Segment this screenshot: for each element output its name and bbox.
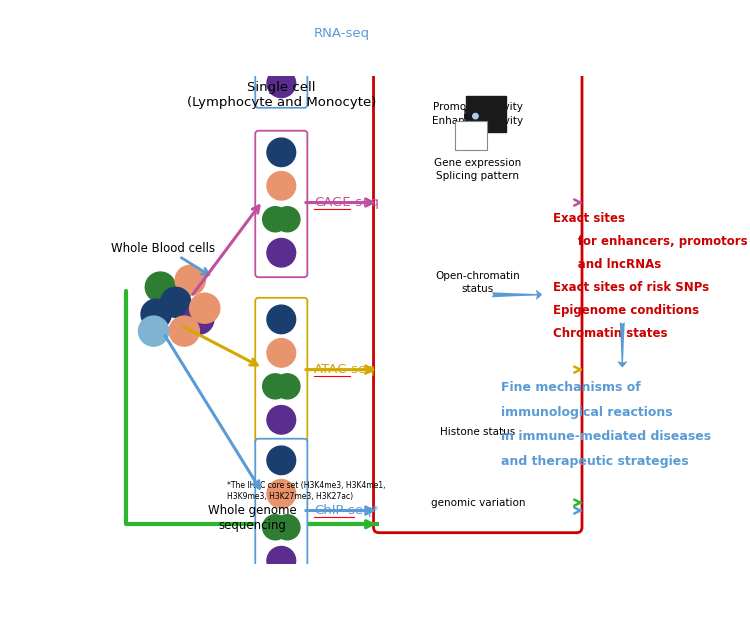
Circle shape [139, 316, 169, 346]
Text: Whole genome
sequencing: Whole genome sequencing [209, 504, 297, 532]
Circle shape [190, 293, 220, 323]
Circle shape [267, 339, 296, 367]
FancyBboxPatch shape [374, 0, 582, 533]
Bar [466, 96, 506, 131]
Bar [454, 120, 487, 150]
Circle shape [274, 207, 300, 232]
Text: for enhancers, promotors: for enhancers, promotors [553, 235, 747, 248]
FancyBboxPatch shape [255, 298, 308, 444]
Circle shape [262, 515, 288, 540]
Text: Exact sites of risk SNPs: Exact sites of risk SNPs [553, 281, 709, 294]
Circle shape [267, 305, 296, 333]
Text: Exact sites: Exact sites [553, 212, 625, 224]
Circle shape [146, 272, 176, 302]
Circle shape [175, 265, 206, 295]
Text: ATAC-seq: ATAC-seq [314, 363, 376, 376]
FancyBboxPatch shape [255, 0, 308, 108]
Circle shape [274, 37, 300, 62]
Text: ChIP-seq*: ChIP-seq* [314, 504, 378, 517]
Circle shape [184, 304, 214, 334]
Text: *The IHEC core set (H3K4me3, H3K4me1,
H3K9me3, H3K27me3, H3K27ac): *The IHEC core set (H3K4me3, H3K4me1, H3… [227, 481, 386, 500]
Text: Gene expression
Splicing pattern: Gene expression Splicing pattern [434, 158, 521, 181]
Text: CAGE-seq: CAGE-seq [314, 196, 379, 209]
Circle shape [262, 37, 288, 62]
Text: RNA-seq: RNA-seq [314, 27, 370, 39]
Circle shape [160, 287, 190, 318]
Text: Histone status: Histone status [440, 427, 515, 437]
Circle shape [267, 69, 296, 98]
Text: NGS: NGS [463, 113, 493, 127]
Circle shape [267, 479, 296, 508]
Text: Chromatin states: Chromatin states [553, 327, 667, 340]
Circle shape [274, 374, 300, 399]
Text: Epigenome conditions: Epigenome conditions [553, 304, 699, 317]
Circle shape [262, 207, 288, 232]
Text: immunological reactions: immunological reactions [501, 406, 672, 418]
Circle shape [267, 172, 296, 200]
Circle shape [170, 316, 200, 346]
Circle shape [262, 374, 288, 399]
Circle shape [267, 406, 296, 434]
Circle shape [267, 446, 296, 475]
Circle shape [267, 138, 296, 167]
Circle shape [267, 2, 296, 30]
Text: and lncRNAs: and lncRNAs [553, 258, 661, 271]
Text: genomic variation: genomic variation [430, 498, 525, 508]
Text: and therapeutic strategies: and therapeutic strategies [501, 455, 688, 468]
Text: Open-chromatin
status: Open-chromatin status [436, 271, 520, 294]
FancyBboxPatch shape [255, 131, 308, 277]
Text: in immune-mediated diseases: in immune-mediated diseases [501, 430, 711, 443]
FancyBboxPatch shape [255, 439, 308, 585]
Circle shape [267, 547, 296, 575]
Text: Whole Blood cells: Whole Blood cells [111, 242, 215, 255]
Circle shape [274, 515, 300, 540]
Text: Promoter activity
Enhancer activity: Promoter activity Enhancer activity [432, 102, 524, 126]
Circle shape [472, 113, 478, 119]
Text: NGS: NGS [463, 108, 492, 122]
Text: Single cell
(Lymphocyte and Monocyte): Single cell (Lymphocyte and Monocyte) [187, 81, 376, 108]
Text: Fine mechanisms of: Fine mechanisms of [501, 381, 640, 394]
Circle shape [267, 238, 296, 267]
Circle shape [141, 299, 171, 329]
